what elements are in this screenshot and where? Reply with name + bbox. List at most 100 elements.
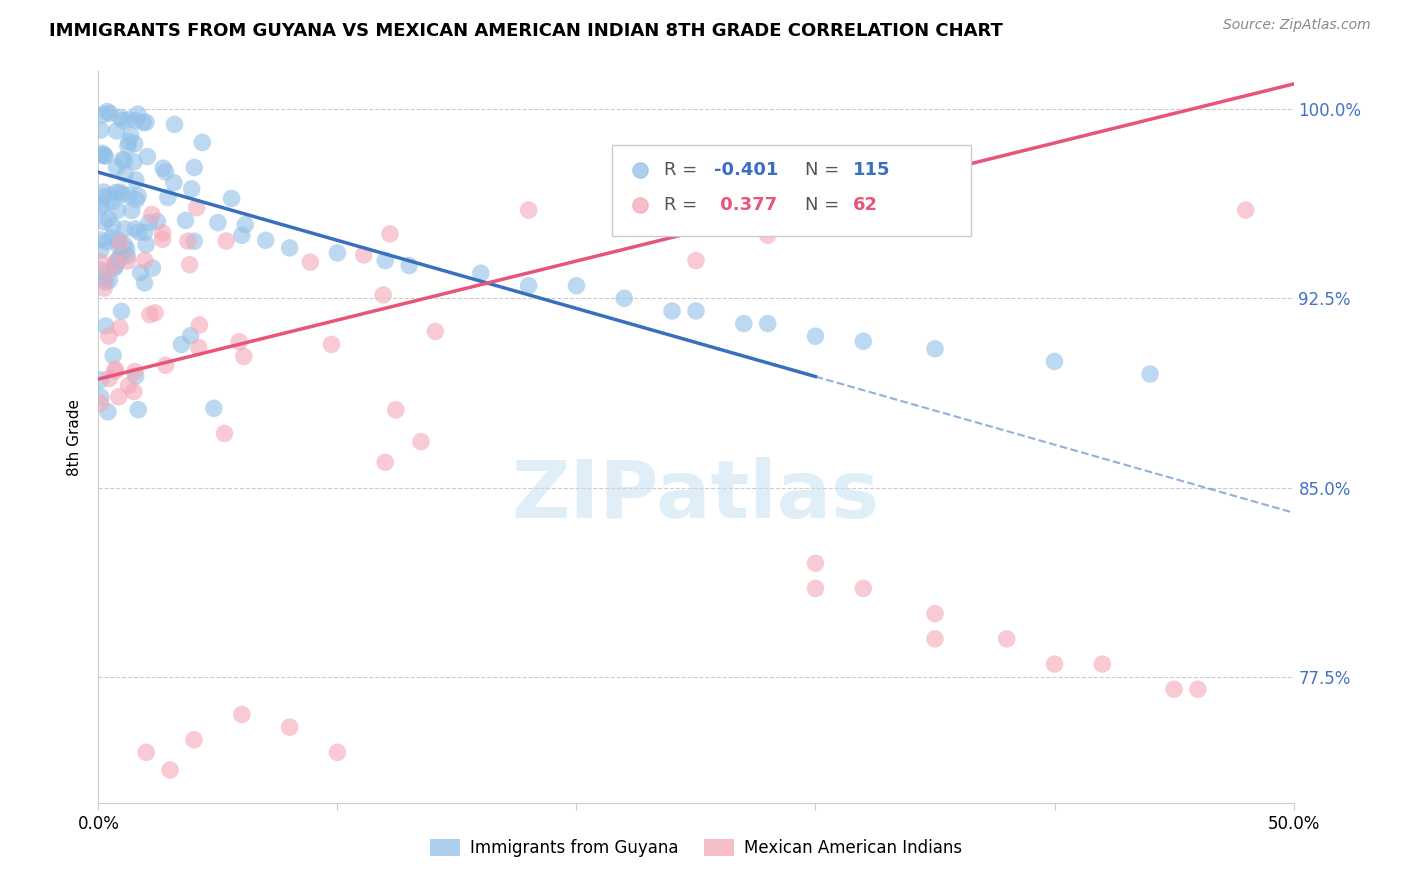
Text: -0.401: -0.401 xyxy=(714,161,779,179)
Point xyxy=(93,148,115,162)
Point xyxy=(127,189,149,203)
Point xyxy=(114,153,136,168)
Point xyxy=(202,401,225,416)
Point xyxy=(94,318,117,333)
Point xyxy=(117,254,139,268)
Point xyxy=(107,390,129,404)
Point xyxy=(118,135,141,149)
Point xyxy=(995,632,1018,646)
Point xyxy=(152,232,174,246)
Point xyxy=(183,161,205,175)
Point xyxy=(756,317,779,331)
Point xyxy=(90,198,112,212)
Point xyxy=(105,186,128,200)
Point xyxy=(134,253,156,268)
Point xyxy=(138,215,160,229)
Point xyxy=(221,192,243,206)
Point xyxy=(117,378,139,392)
Text: IMMIGRANTS FROM GUYANA VS MEXICAN AMERICAN INDIAN 8TH GRADE CORRELATION CHART: IMMIGRANTS FROM GUYANA VS MEXICAN AMERIC… xyxy=(49,22,1002,40)
Point xyxy=(124,222,146,236)
Point xyxy=(924,632,946,646)
Point xyxy=(517,278,540,293)
Point xyxy=(90,263,112,277)
Point xyxy=(96,235,118,249)
Point xyxy=(756,228,779,243)
Point xyxy=(110,248,132,262)
Point xyxy=(278,241,301,255)
Point xyxy=(98,371,121,385)
Point xyxy=(183,234,205,248)
Point xyxy=(90,390,112,404)
Point xyxy=(122,154,145,169)
Point xyxy=(1091,657,1114,671)
Text: 62: 62 xyxy=(852,196,877,214)
Point xyxy=(135,115,157,129)
Point xyxy=(142,261,165,276)
Point xyxy=(1139,367,1161,381)
Point xyxy=(134,276,156,290)
Point xyxy=(104,362,127,376)
Point xyxy=(135,237,157,252)
Point xyxy=(98,273,121,287)
Point xyxy=(118,112,141,127)
Point xyxy=(186,201,208,215)
Point xyxy=(124,365,146,379)
Point xyxy=(924,342,946,356)
Text: Source: ZipAtlas.com: Source: ZipAtlas.com xyxy=(1223,18,1371,32)
Point xyxy=(129,266,152,280)
Text: ZIPatlas: ZIPatlas xyxy=(512,457,880,534)
Point xyxy=(163,176,186,190)
Point xyxy=(90,123,112,137)
Point xyxy=(143,306,166,320)
Point xyxy=(228,334,250,349)
Point xyxy=(101,231,124,245)
Point xyxy=(613,216,636,230)
Point xyxy=(97,329,120,343)
Point xyxy=(105,161,128,175)
Point xyxy=(96,104,118,119)
Point xyxy=(180,182,202,196)
Point xyxy=(101,349,124,363)
Point xyxy=(91,108,114,122)
Point xyxy=(107,233,129,247)
Point xyxy=(125,193,148,207)
Y-axis label: 8th Grade: 8th Grade xyxy=(67,399,83,475)
Point xyxy=(90,200,112,214)
Point xyxy=(155,358,177,372)
Point xyxy=(139,308,162,322)
Point xyxy=(127,402,149,417)
Point xyxy=(155,165,177,179)
Point xyxy=(661,304,683,318)
Point xyxy=(425,325,447,339)
Point xyxy=(120,128,142,143)
Point xyxy=(108,185,131,199)
Point xyxy=(146,214,169,228)
Point xyxy=(121,203,143,218)
Text: 0.377: 0.377 xyxy=(714,196,778,214)
Point xyxy=(103,260,125,275)
Point xyxy=(321,337,343,351)
Point xyxy=(733,317,755,331)
Point xyxy=(170,337,193,351)
Point xyxy=(124,136,146,151)
Point xyxy=(110,304,132,318)
Point xyxy=(93,185,115,199)
Legend: Immigrants from Guyana, Mexican American Indians: Immigrants from Guyana, Mexican American… xyxy=(423,832,969,864)
Point xyxy=(111,113,134,128)
Point xyxy=(91,146,114,161)
Point xyxy=(114,222,136,236)
Point xyxy=(1043,657,1066,671)
Text: N =: N = xyxy=(804,196,845,214)
Point xyxy=(409,434,432,449)
Point xyxy=(93,271,115,285)
Point xyxy=(125,113,148,128)
Point xyxy=(125,173,148,187)
Point xyxy=(374,253,396,268)
Point xyxy=(398,259,420,273)
Point xyxy=(214,426,236,441)
Text: N =: N = xyxy=(804,161,845,179)
Point xyxy=(101,194,124,209)
Point xyxy=(125,368,148,383)
Point xyxy=(378,227,401,241)
Point xyxy=(470,266,492,280)
